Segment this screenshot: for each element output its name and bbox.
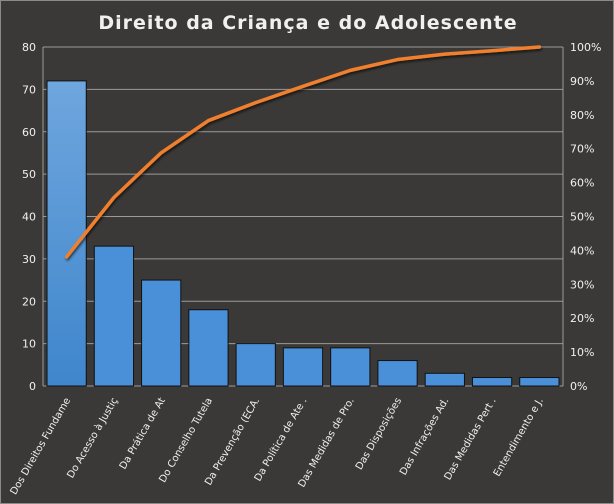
bar — [377, 360, 418, 387]
x-tick-label: Da Prevenção (ECA. — [203, 396, 262, 487]
bar — [282, 347, 324, 387]
bar — [141, 279, 182, 387]
chart-title: Direito da Criança e do Adolescente — [98, 12, 517, 34]
y2-tick-label: 100% — [570, 41, 601, 54]
bar — [188, 309, 229, 387]
y-tick-label: 0 — [29, 380, 36, 393]
bar — [471, 377, 513, 387]
bar — [330, 347, 371, 387]
x-tick-label: Do Conselho Tutela — [157, 396, 215, 485]
y2-tick-label: 50% — [570, 211, 594, 224]
bar — [424, 372, 465, 387]
y2-tick-label: 10% — [570, 346, 594, 359]
y2-tick-label: 20% — [570, 312, 594, 325]
y2-tick-label: 60% — [570, 177, 594, 190]
bar — [235, 343, 276, 387]
y-tick-label: 80 — [22, 41, 36, 54]
y-tick-label: 40 — [22, 211, 36, 224]
y2-tick-label: 0% — [570, 380, 587, 393]
x-tick-label: Da Prática de At — [117, 395, 168, 471]
y-tick-label: 70 — [22, 83, 36, 96]
x-tick-label: Das Disposições — [354, 396, 404, 472]
y-tick-label: 30 — [22, 253, 36, 266]
y-tick-label: 10 — [22, 338, 36, 351]
y2-tick-label: 90% — [570, 75, 594, 88]
y2-tick-label: 80% — [570, 109, 594, 122]
x-tick-label: Dos Direitos Fundame — [9, 396, 74, 497]
x-tick-label: Entendimento e J. — [492, 396, 546, 479]
y2-tick-label: 70% — [570, 143, 594, 156]
y2-tick-label: 40% — [570, 244, 594, 257]
y-tick-label: 20 — [22, 295, 36, 308]
y-tick-label: 50 — [22, 168, 36, 181]
cumulative-line — [64, 45, 542, 259]
x-tick-label: Das Medidas de Pro. — [297, 396, 357, 489]
x-tick-label: Do Acesso à Justiç — [65, 396, 121, 481]
x-tick-label: Da Política de Ate . — [252, 396, 310, 484]
bar — [93, 245, 135, 387]
bar — [519, 377, 560, 387]
y-tick-label: 60 — [22, 126, 36, 139]
y2-tick-label: 30% — [570, 278, 594, 291]
bar — [46, 80, 87, 387]
x-tick-label: Das Medidas Pert . — [443, 396, 499, 482]
x-tick-label: Das Infrações Ad. — [398, 396, 451, 477]
